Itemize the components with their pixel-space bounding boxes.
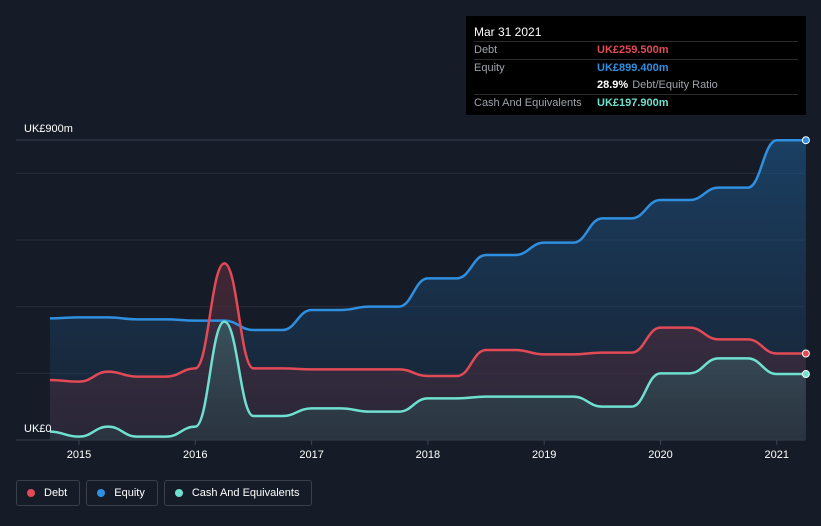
x-tick-label: 2016 — [183, 449, 207, 461]
legend-equity-label: Equity — [114, 487, 145, 499]
x-tick-label: 2018 — [416, 449, 440, 461]
tooltip-ratio-value: 28.9% — [597, 79, 629, 91]
equity-line — [49, 138, 806, 332]
cash-dot-icon — [174, 489, 183, 497]
legend-item-debt[interactable]: Debt — [16, 480, 81, 506]
x-tick-label: 2017 — [299, 449, 323, 461]
tooltip-ratio-row: 28.9% Debt/Equity Ratio — [474, 77, 798, 94]
tooltip-cash-row: Cash And Equivalents UK£197.900m — [474, 94, 798, 112]
tooltip-cash-value: UK£197.900m — [597, 97, 669, 109]
legend: Debt Equity Cash And Equivalents — [16, 480, 313, 506]
debt-dot-icon — [27, 489, 35, 497]
series-lines — [49, 138, 806, 438]
x-tick-label: 2020 — [648, 449, 672, 461]
debt-end-marker — [801, 349, 810, 358]
x-tick-label: 2021 — [765, 449, 789, 461]
legend-debt-label: Debt — [44, 487, 68, 499]
tooltip-ratio-label: Debt/Equity Ratio — [632, 79, 718, 91]
tooltip-debt-row: Debt UK£259.500m — [474, 41, 798, 59]
cash-end-marker — [801, 370, 810, 379]
x-axis-ticks: 2015 2016 2017 2018 2019 2020 2021 — [67, 440, 789, 461]
cash-line — [49, 320, 806, 438]
tooltip-date: Mar 31 2021 — [474, 25, 542, 39]
y-axis-bottom-label: UK£0 — [24, 423, 52, 435]
y-axis-top-label: UK£900m — [24, 123, 73, 135]
equity-dot-icon — [97, 489, 106, 497]
legend-cash-label: Cash And Equivalents — [191, 487, 300, 499]
cash-area — [49, 321, 806, 440]
end-markers — [801, 136, 810, 379]
debt-line — [49, 262, 806, 383]
tooltip: Mar 31 2021 Debt UK£259.500m Equity UK£8… — [466, 16, 806, 115]
equity-end-marker — [801, 136, 810, 145]
legend-item-equity[interactable]: Equity — [86, 480, 158, 506]
tooltip-equity-value: UK£899.400m — [597, 62, 669, 74]
tooltip-debt-value: UK£259.500m — [597, 44, 669, 56]
tooltip-equity-row: Equity UK£899.400m — [474, 59, 798, 77]
tooltip-cash-label: Cash And Equivalents — [474, 97, 582, 109]
legend-item-cash[interactable]: Cash And Equivalents — [163, 480, 313, 506]
tooltip-debt-label: Debt — [474, 44, 498, 56]
series-areas — [49, 140, 806, 440]
x-tick-label: 2015 — [67, 449, 91, 461]
tooltip-equity-label: Equity — [474, 62, 505, 74]
x-tick-label: 2019 — [532, 449, 556, 461]
